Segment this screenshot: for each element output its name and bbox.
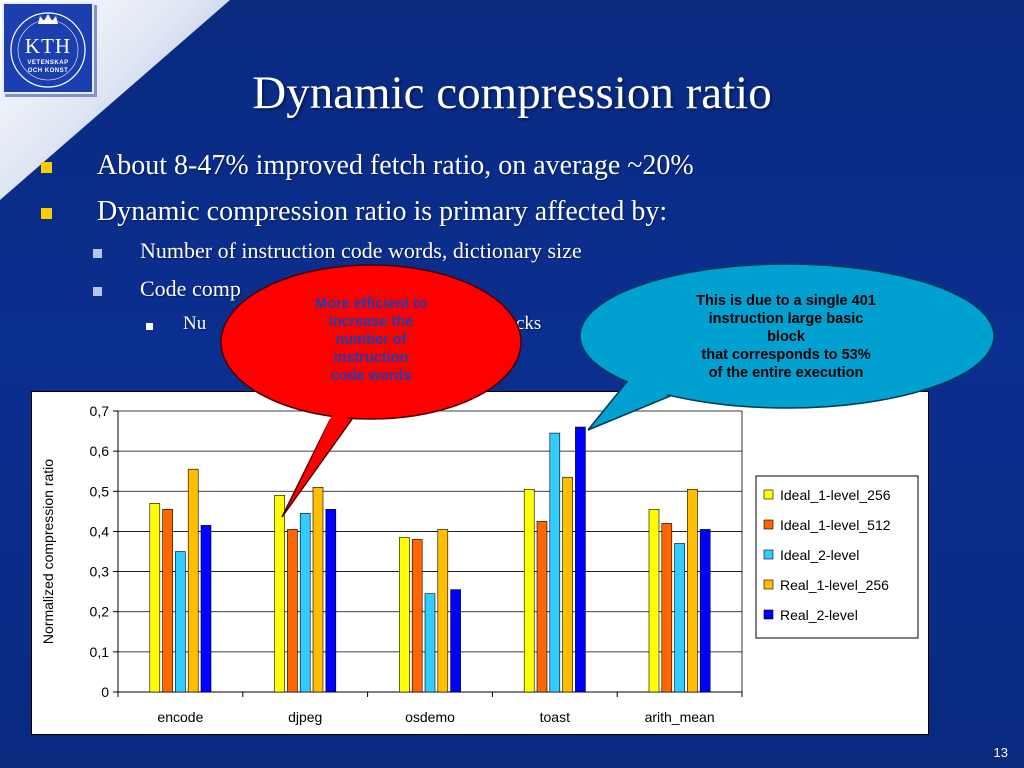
bar-Ideal_1-level_256-arith_mean	[648, 509, 660, 693]
bar-Real_2-level-osdemo	[450, 589, 461, 693]
sub-sub-bullet-square-icon	[146, 323, 153, 330]
bar-Ideal_1-level_256-encode	[149, 503, 161, 693]
legend-label: Real_2-level	[780, 607, 858, 623]
sub-bullet-square-icon	[93, 249, 102, 258]
kth-logo: KTH VETENSKAP OCH KONST	[2, 2, 94, 94]
y-tick-label: 0,4	[90, 523, 110, 539]
bar-Real_1-level_256-arith_mean	[687, 488, 698, 693]
bar-Real_1-level_256-toast	[562, 476, 573, 693]
page-number: 13	[993, 745, 1008, 760]
x-tick-label: toast	[540, 709, 570, 725]
bar-Real_2-level-djpeg	[325, 509, 337, 693]
logo-kth-text: KTH	[24, 34, 72, 58]
legend-swatch	[763, 579, 774, 590]
y-tick-label: 0	[101, 684, 109, 700]
legend-box	[755, 475, 919, 639]
bar-Real_2-level-arith_mean	[699, 529, 711, 693]
x-tick-label: encode	[157, 709, 203, 725]
y-tick-label: 0,3	[90, 564, 110, 580]
blue-callout-ellipse	[579, 263, 995, 409]
y-tick-label: 0,1	[90, 644, 110, 660]
legend-swatch	[763, 519, 774, 530]
y-tick-label: 0,6	[90, 443, 110, 459]
bar-Real_1-level_256-encode	[187, 468, 199, 693]
y-tick-label: 0,2	[90, 604, 110, 620]
bar-Ideal_2-level-toast	[549, 432, 561, 693]
blue-callout-text: This is due to a single 401 instruction …	[696, 293, 876, 381]
bar-Ideal_1-level_256-osdemo	[399, 537, 410, 693]
bar-Ideal_2-level-djpeg	[299, 513, 311, 693]
bar-Real_2-level-encode	[200, 525, 212, 693]
bar-Ideal_2-level-osdemo	[424, 593, 436, 693]
bar-Ideal_1-level_512-arith_mean	[661, 523, 673, 693]
x-tick-label: djpeg	[288, 709, 322, 725]
logo-line2: OCH KONST	[27, 68, 69, 74]
bullet-2b1-start: Nu	[183, 313, 207, 334]
bar-chart: 0 0,1 0,2 0,3 0,4 0,5 0,6 0,7 Normalized compres…	[40, 403, 919, 725]
bullet-square-icon	[41, 162, 52, 173]
legend-label: Real_1-level_256	[780, 577, 889, 593]
bar-Real_2-level-toast	[575, 426, 586, 693]
bar-Ideal_1-level_512-osdemo	[411, 539, 423, 693]
y-tick-label: 0,5	[90, 483, 110, 499]
legend-label: Ideal_1-level_256	[780, 487, 891, 503]
legend-swatch	[763, 549, 774, 560]
bullet-2a: Number of instruction code words, dictio…	[140, 238, 582, 263]
red-callout-ellipse	[220, 264, 522, 420]
x-tick-label: osdemo	[405, 709, 455, 725]
y-tick-label: 0,7	[90, 403, 110, 419]
red-callout-text: More efficient to increase the number of…	[315, 296, 427, 384]
bar-Ideal_1-level_512-djpeg	[287, 529, 298, 693]
bullet-1: About 8-47% improved fetch ratio, on ave…	[97, 150, 694, 181]
y-axis-label: Normalized compression ratio	[40, 459, 56, 644]
legend-swatch	[763, 489, 774, 500]
bar-Ideal_2-level-encode	[175, 551, 186, 693]
bar-Ideal_1-level_256-toast	[523, 488, 535, 693]
bar-Ideal_1-level_512-encode	[162, 509, 173, 693]
bar-Ideal_2-level-arith_mean	[674, 543, 685, 693]
bullet-2b: Code comp	[140, 276, 241, 301]
legend-label: Ideal_2-level	[780, 547, 859, 563]
bullet-2b1-end: cks	[516, 313, 542, 334]
x-tick-label: arith_mean	[645, 709, 715, 725]
crown-ring-icon	[10, 12, 86, 88]
bar-Real_1-level_256-djpeg	[312, 486, 324, 693]
legend-swatch	[763, 609, 774, 620]
bullet-square-icon	[41, 208, 52, 219]
legend-label: Ideal_1-level_512	[780, 517, 891, 533]
logo-line1: VETENSKAP	[27, 60, 69, 66]
bar-Real_1-level_256-osdemo	[437, 529, 449, 693]
red-callout-shape	[281, 413, 357, 518]
bar-Ideal_1-level_256-djpeg	[274, 495, 285, 693]
bullet-2: Dynamic compression ratio is primary aff…	[97, 196, 668, 227]
slide-title: Dynamic compression ratio	[252, 67, 772, 119]
sub-bullet-square-icon	[93, 287, 102, 296]
bar-Ideal_1-level_512-toast	[536, 521, 548, 693]
